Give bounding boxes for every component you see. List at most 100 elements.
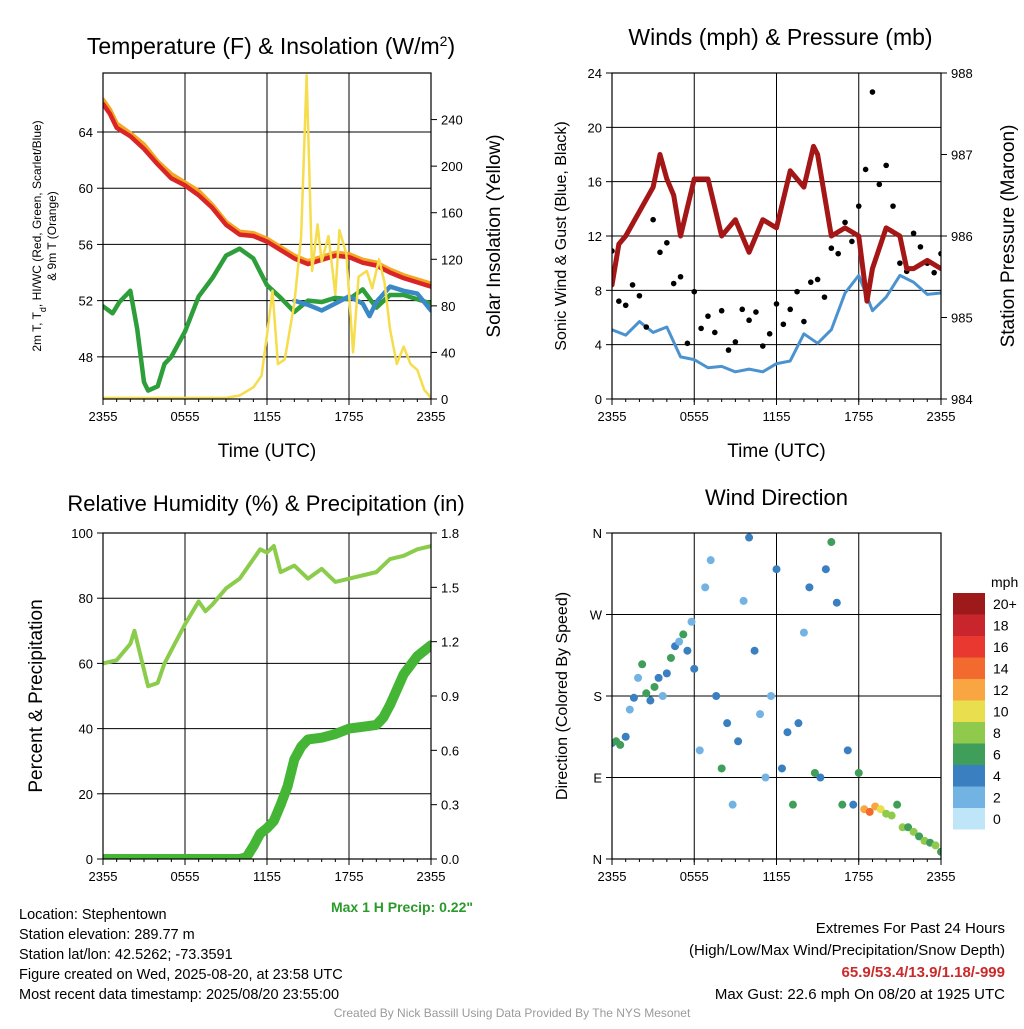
gust-point	[746, 317, 752, 324]
temp-y2tick-label: 0	[441, 392, 448, 407]
gust-point	[670, 280, 677, 287]
gust-point	[732, 339, 739, 345]
wind-dir-point	[756, 710, 765, 719]
temp-title-close: )	[447, 33, 455, 59]
legend-swatch	[953, 679, 985, 701]
wind-plot-area	[612, 89, 941, 374]
rh-y2tick-label: 0.3	[441, 798, 459, 813]
wind-dir-point	[827, 538, 836, 547]
wind-dir-point	[915, 832, 924, 841]
wind-dir-point	[712, 692, 721, 700]
wind-ytick-label: 20	[588, 120, 602, 135]
wind-xtick-label: 0555	[680, 409, 709, 424]
gust-point	[931, 269, 937, 276]
wind-dir-point	[734, 737, 743, 746]
wind-dir-point	[788, 800, 797, 809]
wind-xtick-label: 2355	[598, 409, 627, 424]
legend-label: 14	[993, 661, 1009, 677]
dir-xtick-label: 2355	[927, 869, 956, 884]
gust-point	[849, 238, 855, 245]
rh-ytick-label: 20	[79, 787, 93, 802]
dir-xtick-label: 0555	[680, 869, 709, 884]
wind-dir-point	[625, 705, 634, 714]
temp-title: Temperature (F) & Insolation (W/m2)	[87, 33, 455, 59]
temp-ylabel-line2: & 9m T (Orange)	[45, 191, 59, 281]
legend-swatch	[953, 700, 985, 722]
gust-point	[636, 292, 643, 299]
gust-point	[938, 250, 941, 257]
gust-point	[807, 279, 814, 285]
legend-label: 10	[993, 704, 1009, 720]
wind-dir-point	[794, 719, 803, 728]
legend-label: 8	[993, 725, 1001, 741]
wind-dir-point	[854, 768, 863, 777]
temp-y2tick-label: 120	[441, 252, 463, 267]
wind-y2tick-label: 984	[951, 392, 973, 407]
wind-dir-point	[767, 692, 776, 700]
gust-point	[862, 166, 869, 173]
legend-title: mph	[991, 574, 1018, 590]
legend-label: 16	[993, 639, 1009, 655]
dir-ylabel: Direction (Colored By Speed)	[554, 592, 571, 800]
temp-y2tick-label: 200	[441, 159, 463, 174]
wind-xtick-label: 1155	[763, 409, 791, 424]
credit-line: Created By Nick Bassill Using Data Provi…	[333, 1006, 691, 1020]
wind-dir-point	[706, 556, 715, 565]
wind-ytick-label: 0	[595, 392, 602, 407]
temp-series-line	[103, 74, 431, 399]
wind-dir-point	[701, 583, 710, 592]
wind-dir-point	[650, 682, 659, 691]
gust-point	[677, 273, 684, 280]
wind-dir-point	[777, 764, 786, 773]
station-info: Location: Stephentown Station elevation:…	[19, 905, 343, 1005]
wind-dir-point	[887, 811, 896, 820]
dir-title: Wind Direction	[705, 485, 848, 510]
gust-point	[780, 321, 787, 328]
temp-y2tick-label: 40	[441, 345, 455, 360]
wind-y2tick-label: 986	[951, 229, 973, 244]
wind-dir-point	[909, 827, 918, 836]
temp-xtick-label: 2355	[89, 409, 118, 424]
wind-dir-point	[821, 565, 830, 574]
wind-y2tick-label: 985	[951, 311, 973, 326]
wind-dir-point	[642, 689, 651, 698]
temp-y2tick-label: 80	[441, 299, 455, 314]
wind-dir-point	[739, 596, 748, 605]
gust-point	[725, 347, 732, 353]
dir-xtick-label: 2355	[598, 869, 627, 884]
dir-xtick-label: 1155	[763, 869, 791, 884]
gust-point	[869, 89, 876, 95]
temp-xtick-label: 1155	[253, 409, 281, 424]
wind-ytick-label: 24	[588, 66, 602, 81]
gust-point	[883, 162, 889, 169]
temp-series-line	[103, 246, 431, 393]
wind-dir-point	[898, 823, 907, 832]
gust-point	[801, 318, 807, 325]
temp-y2tick-label: 240	[441, 113, 463, 128]
wind-dir-point	[904, 823, 913, 832]
legend-swatch	[953, 593, 985, 615]
rh-y2tick-label: 0.9	[441, 689, 459, 704]
temp-ytick-label: 64	[79, 125, 93, 140]
gust-point	[773, 301, 780, 307]
temp-y2tick-label: 160	[441, 206, 463, 221]
rh-plot-area	[103, 544, 431, 859]
rh-y2tick-label: 0.6	[441, 743, 459, 758]
wind-dir-point	[843, 746, 852, 755]
gust-point	[629, 282, 636, 288]
temp-xlabel: Time (UTC)	[218, 441, 317, 462]
temp-plot-area	[103, 74, 431, 399]
extremes-panel: Extremes For Past 24 Hours (High/Low/Max…	[689, 918, 1005, 1006]
gust-point	[657, 249, 663, 256]
gust-point	[643, 324, 650, 330]
legend-label: 6	[993, 747, 1001, 763]
wind-dir-point	[838, 800, 847, 809]
wind-xtick-label: 2355	[927, 409, 956, 424]
wind-dir-point	[616, 740, 625, 749]
gust-point	[705, 313, 711, 319]
wind-title: Winds (mph) & Pressure (mb)	[628, 24, 932, 50]
legend-label: 4	[993, 768, 1001, 784]
wind-dir-point	[638, 660, 647, 669]
legend-label: 20+	[993, 596, 1017, 612]
